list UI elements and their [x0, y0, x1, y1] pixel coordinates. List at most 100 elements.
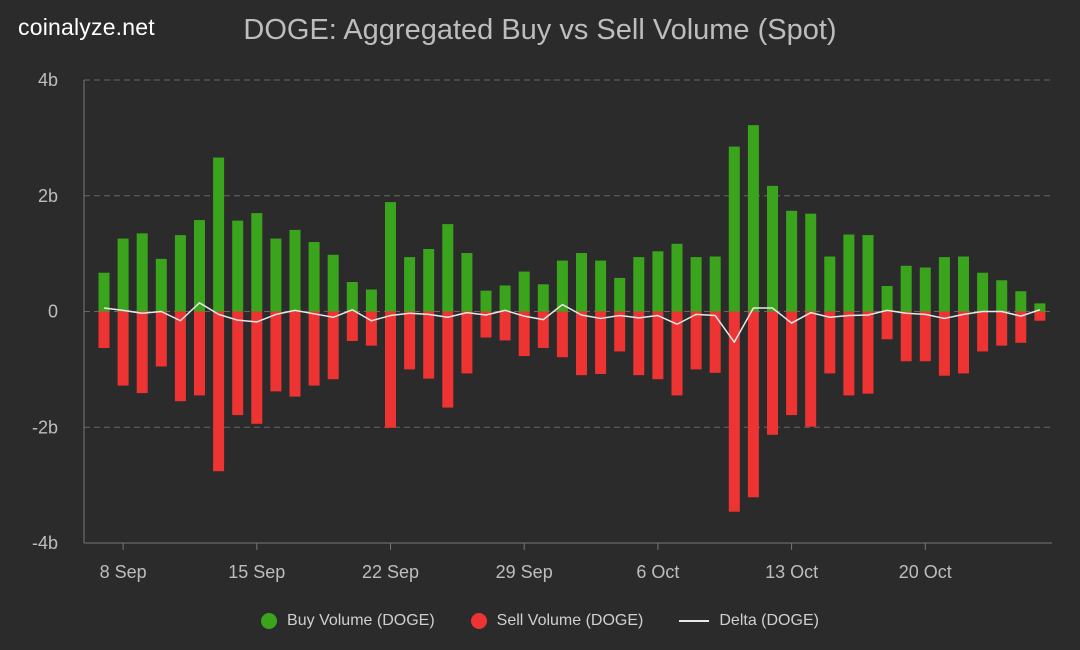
buy-color-dot — [261, 613, 278, 629]
sell-color-dot — [470, 613, 487, 629]
buy-volume-bar — [900, 265, 912, 312]
buy-volume-bar — [480, 290, 492, 312]
brand-logo[interactable]: coinalyze.net — [18, 14, 155, 40]
buy-volume-bar — [556, 260, 568, 312]
buy-volume-bar — [1015, 291, 1027, 312]
buy-volume-bar — [499, 285, 511, 312]
buy-volume-bar — [786, 210, 798, 312]
buy-volume-bar — [442, 224, 454, 312]
sell-volume-bar — [728, 311, 740, 512]
legend-item-buy[interactable]: Buy Volume (DOGE) — [261, 612, 435, 630]
buy-volume-bar — [633, 257, 645, 312]
sell-volume-bar — [862, 311, 874, 394]
sell-volume-bar — [174, 311, 186, 402]
buy-volume-bar — [232, 220, 244, 312]
buy-volume-bar — [595, 260, 607, 312]
sell-volume-bar — [1015, 311, 1027, 343]
buy-volume-bar — [327, 254, 339, 312]
sell-volume-bar — [461, 311, 473, 374]
sell-volume-bar — [117, 311, 129, 386]
sell-volume-bar — [576, 311, 587, 376]
sell-volume-bar — [938, 311, 950, 376]
sell-volume-bar — [690, 311, 702, 370]
sell-volume-bar — [518, 311, 530, 357]
sell-volume-bar — [385, 311, 396, 428]
y-tick-label: -4b — [32, 533, 58, 553]
legend-label-buy: Buy Volume (DOGE) — [287, 612, 435, 629]
sell-volume-bar — [346, 311, 358, 342]
tick-labels: 4b 2b 0 -2b -4b 8 Sep 15 Sep 22 Sep 29 Sep 6 Oct 1… — [32, 70, 952, 582]
sell-volume-bar — [633, 311, 645, 376]
axes — [83, 80, 1052, 550]
legend-item-sell[interactable]: Sell Volume (DOGE) — [470, 612, 644, 630]
sell-volume-bar — [327, 311, 339, 380]
buy-volume-bar — [919, 267, 931, 312]
buy-volume-bar — [136, 233, 148, 312]
buy-volume-bar — [728, 146, 740, 312]
buy-volume-bar — [518, 271, 530, 312]
sell-volume-bar — [499, 311, 511, 341]
sell-volume-bar — [232, 311, 244, 416]
y-tick-label: 2b — [38, 186, 58, 206]
sell-volume-bar — [251, 311, 263, 424]
sell-volume-bar — [556, 311, 568, 358]
buy-volume-bar — [709, 256, 721, 312]
sell-volume-bar — [747, 311, 759, 498]
sell-volume-bar — [213, 311, 225, 472]
sell-volume-bar — [996, 311, 1008, 346]
sell-volume-bar — [155, 311, 167, 367]
buy-volume-bar — [690, 257, 702, 312]
sell-volume-bar — [614, 311, 626, 352]
buy-volume-bar — [98, 272, 110, 312]
buy-volume-bar — [958, 256, 969, 312]
sell-volume-bar — [843, 311, 855, 396]
sell-volume-bar — [805, 311, 817, 427]
chart-canvas: 4b 2b 0 -2b -4b 8 Sep 15 Sep 22 Sep 29 Sep 6 Oct 1… — [32, 70, 1052, 582]
buy-volume-bar — [805, 213, 817, 312]
sell-volume-bar — [98, 311, 110, 348]
buy-volume-bar — [251, 213, 263, 312]
buy-volume-bar — [308, 242, 320, 312]
sell-volume-bar — [365, 311, 377, 346]
sell-volume-bar — [537, 311, 549, 348]
sell-volume-bar — [881, 311, 893, 340]
sell-volume-bar — [289, 311, 301, 397]
x-tick-label: 20 Oct — [899, 562, 952, 582]
buy-volume-bar — [213, 157, 225, 312]
buy-volume-bar — [938, 257, 950, 312]
sell-volume-bar — [900, 311, 912, 362]
buy-volume-bar — [404, 257, 416, 312]
buy-volume-bar — [117, 238, 129, 312]
buy-volume-bar — [346, 281, 358, 312]
sell-volume-bar — [270, 311, 282, 392]
grid-lines — [84, 79, 1052, 428]
buy-volume-bar — [977, 272, 989, 312]
sell-volume-bar — [480, 311, 492, 338]
chart-title: DOGE: Aggregated Buy vs Sell Volume (Spo… — [243, 14, 837, 46]
sell-volume-bar — [919, 311, 931, 362]
buy-volume-bar — [155, 258, 167, 312]
buy-volume-bar — [652, 251, 664, 312]
x-tick-label: 15 Sep — [228, 562, 285, 582]
legend-item-delta[interactable]: Delta (DOGE) — [679, 612, 819, 630]
buy-volume-bar — [747, 125, 759, 312]
sell-volume-bar — [1034, 311, 1046, 321]
sell-volume-bar — [786, 311, 798, 416]
x-tick-label: 6 Oct — [636, 562, 679, 582]
x-tick-label: 22 Sep — [362, 562, 419, 582]
buy-volume-bar — [537, 284, 549, 312]
buy-volume-bar — [385, 202, 396, 312]
buy-volume-bar — [862, 235, 874, 312]
sell-volume-bar — [652, 311, 664, 380]
buy-volume-bar — [289, 229, 301, 312]
x-tick-label: 8 Sep — [100, 562, 147, 582]
buy-volume-bar — [365, 289, 377, 312]
buy-volume-bar — [194, 220, 205, 312]
sell-volume-bar — [671, 311, 683, 396]
buy-volume-bar — [767, 185, 778, 312]
x-tick-label: 13 Oct — [765, 562, 818, 582]
sell-volume-bar — [958, 311, 969, 374]
sell-volume-bar — [442, 311, 454, 408]
legend-label-sell: Sell Volume (DOGE) — [496, 612, 644, 629]
buy-volume-bar — [671, 243, 683, 312]
